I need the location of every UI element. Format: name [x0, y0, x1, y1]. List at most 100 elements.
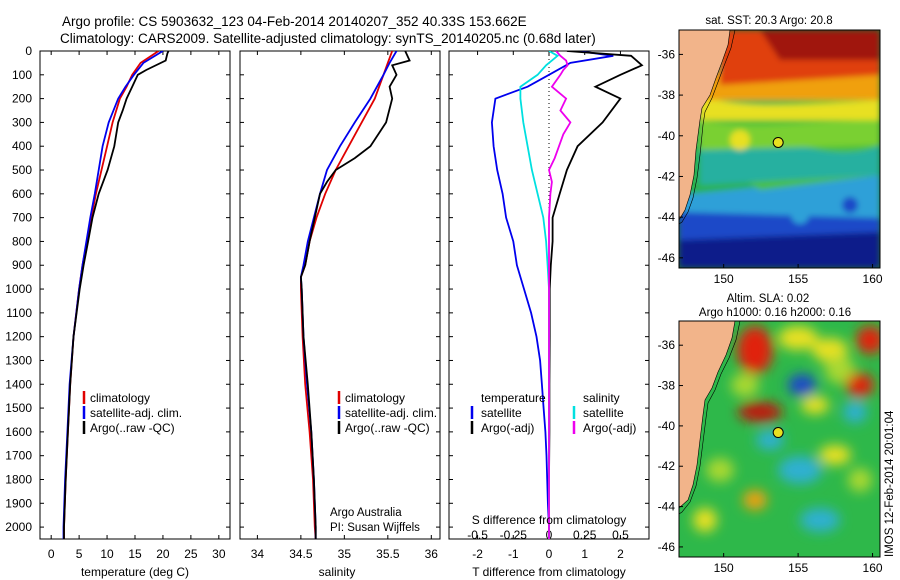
y-tick-label: 700 [12, 211, 32, 225]
legend-climatology: climatology [90, 391, 150, 405]
y-tick-label: 100 [12, 68, 32, 82]
difference-panel: -2 -1 0 1 2 -0.5 -0.25 0 0.25 0.5 T difference f… [448, 50, 650, 579]
y-tick-label: 1000 [5, 282, 32, 296]
s-tick-label: 0.25 [573, 528, 597, 542]
y-tick-label: 300 [12, 115, 32, 129]
y-tick-label: 800 [12, 234, 32, 248]
map-x-tick-label: 160 [863, 272, 883, 286]
sla-shelf-contour [679, 321, 741, 515]
map-y-tick-label: -38 [658, 88, 676, 102]
y-tick-label: 2000 [5, 520, 32, 534]
map-x-tick-label: 150 [714, 561, 734, 575]
map-x-tick-label: 150 [714, 272, 734, 286]
map-y-tick-label: -46 [658, 540, 676, 554]
y-tick-label: 1300 [5, 353, 32, 367]
header-line2: Climatology: CARS2009. Satellite-adjuste… [60, 31, 596, 46]
x-tick-label: 34.5 [289, 547, 313, 561]
y-tick-label: 400 [12, 139, 32, 153]
y-tick-label: 200 [12, 92, 32, 106]
salinity-x-ticks: 34 34.5 35 35.5 36 [240, 50, 440, 561]
difference-xlabel2: S difference from climatology [472, 513, 627, 527]
temperature-legend: climatology satellite-adj. clim. Argo(..… [82, 391, 182, 435]
x-tick-label: -1 [508, 547, 519, 561]
map-x-tick-label: 160 [863, 561, 883, 575]
salinity-panel: 34 34.5 35 35.5 36 salinity climatology sate… [239, 50, 441, 579]
y-tick-label: 1700 [5, 449, 32, 463]
x-tick-label: 34 [251, 547, 265, 561]
sst-shelf-contour [679, 30, 736, 225]
header-line1: Argo profile: CS 5903632_123 04-Feb-2014… [62, 14, 527, 29]
legend-t-argo: Argo(-adj) [481, 421, 534, 435]
y-tick-label: 900 [12, 258, 32, 272]
sla-map-title1: Altim. SLA: 0.02 [727, 293, 809, 305]
x-tick-label: 15 [128, 547, 142, 561]
y-tick-label: 1500 [5, 401, 32, 415]
s-tick-label: 0.5 [612, 528, 629, 542]
temperature-xlabel: temperature (deg C) [81, 565, 189, 579]
sst-map-title: sat. SST: 20.3 Argo: 20.8 [705, 15, 832, 27]
x-tick-label: 5 [76, 547, 83, 561]
y-tick-label: 1100 [6, 306, 32, 320]
map-y-tick-label: -36 [658, 47, 676, 61]
map-y-tick-label: -44 [658, 210, 676, 224]
legend-t-satellite: satellite [481, 406, 522, 420]
salinity-xlabel: salinity [319, 565, 356, 579]
sst-map-ticks: 150 155 160 -36 -38 -40 -42 -44 -46 [658, 47, 883, 286]
sla-map-ticks: 150 155 160 -36 -38 -40 -42 -44 -46 [658, 338, 883, 575]
difference-lines [490, 51, 644, 539]
temperature-lines [62, 51, 170, 539]
x-tick-label: -2 [472, 547, 483, 561]
temperature-x-ticks: 0 5 10 15 20 25 30 [40, 50, 230, 561]
y-tick-label: 1600 [5, 425, 32, 439]
legend-satellite: satellite-adj. clim. [90, 406, 182, 420]
map-y-tick-label: -40 [658, 129, 676, 143]
x-tick-label: 0 [48, 547, 55, 561]
series-line-argo-raw-qc- [63, 51, 170, 539]
x-tick-label: 25 [184, 547, 198, 561]
sla-land-mass [679, 321, 736, 509]
map-y-tick-label: -44 [658, 500, 676, 514]
x-tick-label: 1 [581, 547, 588, 561]
sla-field [679, 321, 880, 557]
x-tick-label: 2 [617, 547, 624, 561]
imos-watermark: IMOS 12-Feb-2014 20:01:04 [884, 410, 896, 557]
y-tick-label: 1800 [5, 472, 32, 486]
map-y-tick-label: -46 [658, 251, 676, 265]
legend-title-temperature: temperature [481, 391, 546, 405]
legend-argo: Argo(..raw -QC) [90, 421, 175, 435]
y-tick-label: 1200 [5, 330, 32, 344]
map-y-tick-label: -40 [658, 419, 676, 433]
x-tick-label: 36 [425, 547, 439, 561]
y-tick-label: 600 [12, 187, 32, 201]
series-line-s-argo-adj- [548, 51, 572, 539]
sst-map: sat. SST: 20.3 Argo: 20.8 [658, 15, 883, 286]
s-tick-label: -0.25 [500, 528, 528, 542]
sst-land-mass [679, 30, 731, 221]
map-y-tick-label: -42 [658, 459, 676, 473]
sla-map-title2: Argo h1000: 0.16 h2000: 0.16 [699, 307, 851, 319]
map-x-tick-label: 155 [788, 272, 808, 286]
temperature-panel: 0 5 10 15 20 25 30 temperature (deg C) climato… [39, 50, 231, 579]
argo-location-marker [772, 136, 784, 148]
salinity-axes-box [239, 50, 441, 540]
x-tick-label: 20 [156, 547, 170, 561]
sla-map-frame [678, 320, 881, 558]
s-tick-label: -0.5 [467, 528, 488, 542]
annotation-pi: PI: Susan Wijffels [330, 522, 420, 534]
sst-field [679, 30, 880, 268]
x-tick-label: 0 [546, 547, 553, 561]
difference-xlabel: T difference from climatology [472, 565, 626, 579]
depth-axis: 0 100 200 300 400 500 600 700 800 900 1000 1100 1200… [5, 44, 32, 534]
legend-argo: Argo(..raw -QC) [345, 421, 430, 435]
x-tick-label: 30 [212, 547, 226, 561]
series-line-argo-raw-qc- [299, 51, 411, 539]
legend-climatology: climatology [345, 391, 405, 405]
salinity-legend: climatology satellite-adj. clim. Argo(..… [337, 391, 437, 435]
x-tick-label: 10 [100, 547, 114, 561]
map-y-tick-label: -42 [658, 169, 676, 183]
annotation-argo-australia: Argo Australia [330, 507, 402, 519]
legend-satellite: satellite-adj. clim. [345, 406, 437, 420]
series-line-t-satellite [490, 51, 614, 539]
difference-legend: temperature satellite Argo(-adj) salinit… [470, 391, 636, 435]
